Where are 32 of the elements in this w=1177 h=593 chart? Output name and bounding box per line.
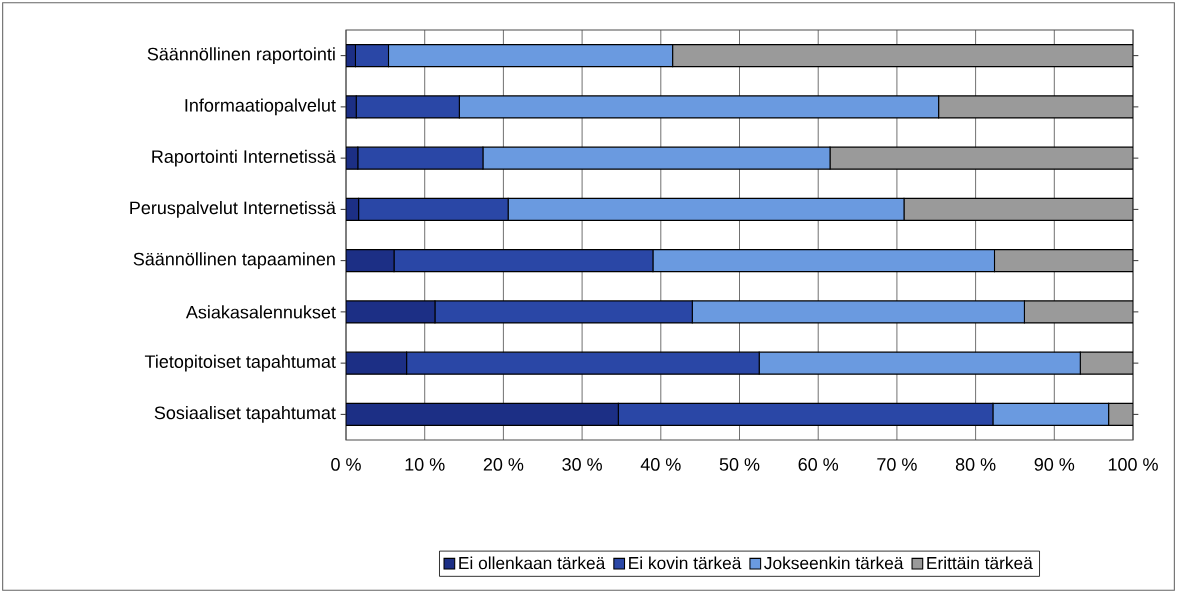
x-tick-label: 80 % xyxy=(955,458,996,471)
y-tick-label: Tietopitoiset tapahtumat xyxy=(144,354,336,372)
bar xyxy=(1023,300,1134,324)
x-tick-label: 50 % xyxy=(719,458,760,471)
bar xyxy=(346,249,395,273)
y-tick-label: Säännöllinen raportointi xyxy=(147,47,335,65)
x-tick-label: 90 % xyxy=(1034,458,1075,471)
y-tick-label: Asiakasalennukset xyxy=(185,305,336,319)
legend-label: Jokseenkin tärkeä xyxy=(764,556,904,570)
legend-label: Ei kovin tärkeä xyxy=(629,556,742,570)
y-tick-label: Peruspalvelut Internetissä xyxy=(130,200,336,218)
x-tick-label: 40 % xyxy=(640,458,681,471)
y-tick-label: Sosiaaliset tapahtumat xyxy=(154,405,336,423)
bar xyxy=(829,146,1134,170)
legend-label: Erittäin tärkeä xyxy=(927,556,1033,570)
y-tick-label: Informaatiopalvelut xyxy=(185,98,336,116)
x-tick-label: 20 % xyxy=(483,458,524,471)
x-tick-label: 100 % xyxy=(1108,458,1158,471)
bar xyxy=(938,95,1134,119)
x-tick-label: 10 % xyxy=(405,458,445,471)
legend-label: Ei ollenkaan tärkeä xyxy=(459,556,606,570)
x-tick-label: 60 % xyxy=(798,458,839,471)
bar xyxy=(672,44,1134,68)
x-tick-label: 0 % xyxy=(331,458,361,471)
bar xyxy=(346,402,619,426)
y-tick-label: Säännöllinen tapaaminen xyxy=(133,252,335,270)
bar xyxy=(903,197,1134,221)
y-tick-label: Raportointi Internetissä xyxy=(152,149,336,167)
x-tick-label: 30 % xyxy=(562,458,602,471)
bar xyxy=(993,249,1134,273)
bar xyxy=(1108,402,1134,426)
x-tick-label: 70 % xyxy=(877,458,917,471)
